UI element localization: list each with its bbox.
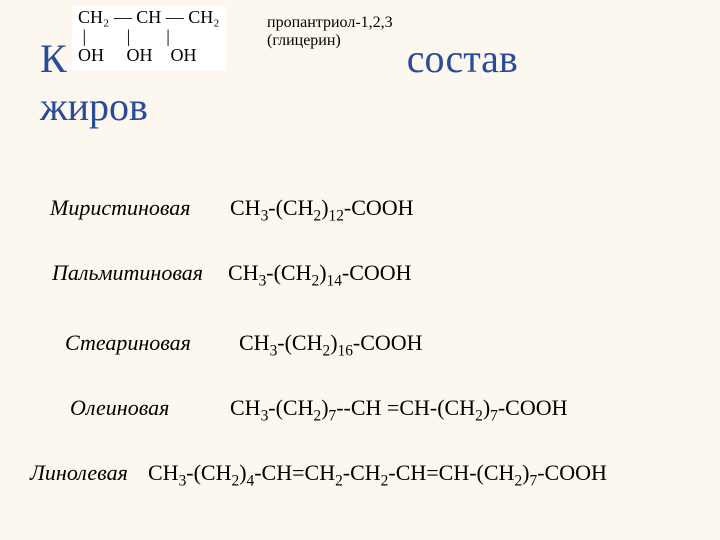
glycerol-label1: пропантриол-1,2,3 [267,14,393,32]
glycerol-row1: CH₂ — CH — CH₂ [78,8,220,27]
acid-name: Миристиновая [50,195,210,221]
acid-formula: СН3-(СН2)4-СН=СН2-СН2-СН=СН-(СН2)7-СООН [148,460,607,490]
acid-row: ПальмитиноваяСН3-(СН2)14-СООН [52,260,412,290]
acid-formula: СН3-(СН2)14-СООН [228,260,412,290]
glycerol-structure: CH₂ — CH — CH₂ | | | OH OH OH пропантрио… [72,6,226,71]
acid-row: Олеиновая СН3-(СН2)7--СН =СН-(СН2)7-СООН [70,395,568,425]
acid-name: Пальмитиновая [52,260,222,286]
acid-row: Стеариновая СН3-(СН2)16-СООН [65,330,423,360]
glycerol-label2: (глицерин) [267,32,393,50]
glycerol-row3: OH OH OH [78,46,220,65]
title-line1-prefix: К [40,36,67,81]
title-line2: жиров [40,84,148,129]
acid-row: Миристиновая СН3-(СН2)12-СООН [50,195,414,225]
acid-formula: СН3-(СН2)12-СООН [230,195,414,225]
acid-name: Линолевая [30,460,140,486]
title-line1-suffix: состав [407,36,518,81]
acid-name: Стеариновая [65,330,215,356]
glycerol-label: пропантриол-1,2,3 (глицерин) [267,14,393,49]
acid-formula: СН3-(СН2)16-СООН [239,330,423,360]
glycerol-row2: | | | [78,27,220,46]
acid-name: Олеиновая [70,395,190,421]
acid-row: Линолевая СН3-(СН2)4-СН=СН2-СН2-СН=СН-(СН… [30,460,607,490]
acid-formula: СН3-(СН2)7--СН =СН-(СН2)7-СООН [230,395,568,425]
